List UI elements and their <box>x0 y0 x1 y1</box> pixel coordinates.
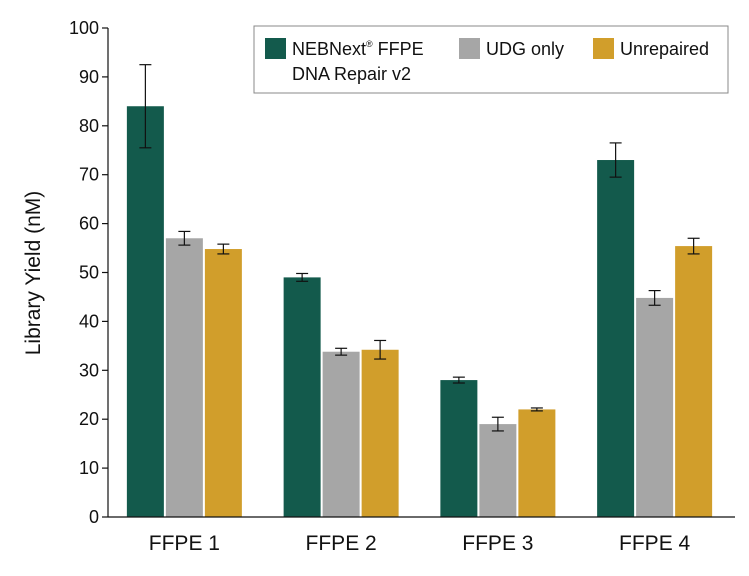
error-bars-layer <box>139 64 700 432</box>
y-tick-label: 30 <box>79 360 99 380</box>
legend-label-nebnext: NEBNext® FFPE <box>292 39 424 59</box>
y-axis-title: Library Yield (nM) <box>22 191 45 356</box>
x-tick-label: FFPE 1 <box>149 532 220 555</box>
bar-udg-4 <box>636 297 674 517</box>
legend-swatch-udg <box>459 38 480 59</box>
legend-label-nebnext-line2: DNA Repair v2 <box>292 64 411 84</box>
y-tick-label: 100 <box>69 18 99 38</box>
x-tick-label: FFPE 2 <box>306 532 377 555</box>
legend-swatch-unrepaired <box>593 38 614 59</box>
legend: NEBNext® FFPE DNA Repair v2 UDG only Unr… <box>253 25 729 94</box>
y-tick-label: 70 <box>79 165 99 185</box>
bar-nebnext-1 <box>126 106 164 518</box>
legend-label-udg: UDG only <box>486 39 564 59</box>
x-tick-label: FFPE 3 <box>462 532 533 555</box>
bar-unrepaired-4 <box>675 246 713 517</box>
y-tick-label: 90 <box>79 67 99 87</box>
y-tick-label: 80 <box>79 116 99 136</box>
bar-unrepaired-2 <box>361 349 399 517</box>
y-tick-label: 0 <box>89 507 99 527</box>
bar-nebnext-4 <box>597 160 635 517</box>
bars-layer <box>126 106 713 518</box>
legend-swatch-nebnext <box>265 38 286 59</box>
bar-nebnext-3 <box>440 380 478 517</box>
x-tick-label: FFPE 4 <box>619 532 691 555</box>
y-tick-label: 50 <box>79 263 99 283</box>
y-tick-label: 20 <box>79 409 99 429</box>
y-tick-label: 10 <box>79 458 99 478</box>
bar-udg-1 <box>165 238 203 517</box>
bar-nebnext-2 <box>283 277 321 517</box>
bar-udg-2 <box>322 351 360 517</box>
y-tick-label: 40 <box>79 311 99 331</box>
legend-label-unrepaired: Unrepaired <box>620 39 709 59</box>
bar-udg-3 <box>479 424 517 517</box>
bar-unrepaired-3 <box>518 409 556 517</box>
legend-box <box>253 25 729 94</box>
axes-layer: 0 10 20 30 40 50 60 70 80 90 100 FFPE 1 FFPE 2 FFPE 3… <box>69 18 735 555</box>
bar-unrepaired-1 <box>204 249 242 517</box>
y-tick-label: 60 <box>79 214 99 234</box>
